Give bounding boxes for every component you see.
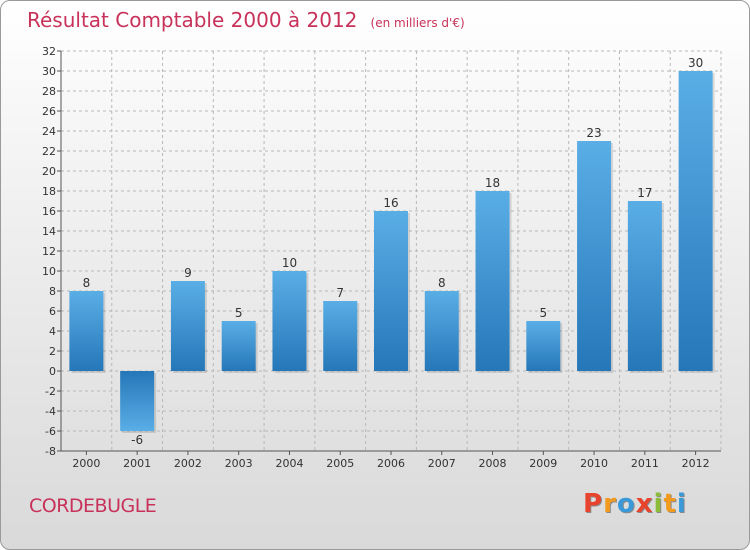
y-tick-label: 10 [42, 265, 56, 278]
bar-2004 [272, 271, 307, 371]
y-tick-label: 24 [42, 125, 56, 138]
proxiti-logo: Proxiti [583, 489, 687, 519]
logo-letter: i [676, 489, 687, 519]
logo-letter: i [653, 489, 664, 519]
chart-title-text: Résultat Comptable 2000 à 2012 [27, 8, 358, 32]
x-tick-label-2005: 2005 [326, 457, 354, 470]
value-label-2002: 9 [184, 266, 192, 280]
y-tick-label: 8 [49, 285, 56, 298]
axes: -8-6-4-202468101214161820222426283032200… [42, 45, 721, 470]
x-tick-label-2004: 2004 [275, 457, 303, 470]
x-tick-label-2006: 2006 [377, 457, 405, 470]
logo-letter: P [583, 489, 604, 519]
y-tick-label: 30 [42, 65, 56, 78]
x-tick-label-2007: 2007 [428, 457, 456, 470]
y-tick-label: -6 [45, 425, 56, 438]
x-tick-label-2002: 2002 [174, 457, 202, 470]
y-tick-label: 6 [49, 305, 56, 318]
logo-letter: t [663, 489, 677, 519]
bar-2008 [475, 191, 510, 371]
y-tick-label: 14 [42, 225, 56, 238]
y-tick-label: 26 [42, 105, 56, 118]
commune-name: CORDEBUGLE [29, 495, 157, 517]
y-tick-label: -4 [45, 405, 56, 418]
y-tick-label: 4 [49, 325, 56, 338]
value-label-2008: 18 [485, 176, 500, 190]
bar-2007 [424, 291, 459, 371]
bar-2003 [221, 321, 256, 371]
x-tick-label-2009: 2009 [529, 457, 557, 470]
y-tick-label: 16 [42, 205, 56, 218]
y-tick-label: 28 [42, 85, 56, 98]
bar-2009 [526, 321, 561, 371]
y-tick-label: 18 [42, 185, 56, 198]
logo-letter: r [603, 489, 617, 519]
bar-2002 [170, 281, 205, 371]
value-label-2011: 17 [637, 186, 652, 200]
x-tick-label-2001: 2001 [123, 457, 151, 470]
bar-2000 [69, 291, 104, 371]
value-label-2006: 16 [383, 196, 398, 210]
bar-2006 [374, 211, 408, 371]
x-tick-label-2012: 2012 [682, 457, 710, 470]
bar-2012 [678, 71, 713, 371]
x-tick-label-2011: 2011 [631, 457, 659, 470]
x-tick-label-2010: 2010 [580, 457, 608, 470]
y-tick-label: 12 [42, 245, 56, 258]
value-label-2009: 5 [539, 306, 547, 320]
y-tick-label: -8 [45, 445, 56, 458]
x-tick-label-2008: 2008 [479, 457, 507, 470]
y-tick-label: 2 [49, 345, 56, 358]
value-label-2010: 23 [586, 126, 601, 140]
y-tick-label: 32 [42, 45, 56, 58]
logo-letter: x [635, 489, 654, 519]
bar-2005 [323, 301, 358, 371]
x-tick-label-2000: 2000 [72, 457, 100, 470]
y-tick-label: 0 [49, 365, 56, 378]
bar-2010 [577, 141, 612, 371]
value-label-2000: 8 [83, 276, 91, 290]
chart-title: Résultat Comptable 2000 à 2012 (en milli… [27, 8, 465, 32]
bars [69, 71, 715, 433]
value-label-2012: 30 [688, 56, 703, 70]
chart-subtitle: (en milliers d'€) [370, 16, 465, 30]
logo-letter: o [616, 489, 636, 519]
value-labels: 8 -6 9 5 10 7 16 8 18 5 23 17 30 [83, 56, 704, 447]
y-tick-label: -2 [45, 385, 56, 398]
x-tick-label-2003: 2003 [225, 457, 253, 470]
value-label-2003: 5 [235, 306, 243, 320]
bar-2011 [627, 201, 662, 371]
y-tick-label: 22 [42, 145, 56, 158]
value-label-2001: -6 [131, 433, 143, 447]
value-label-2007: 8 [438, 276, 446, 290]
bar-2001 [120, 371, 155, 431]
value-label-2004: 10 [282, 256, 297, 270]
value-label-2005: 7 [336, 286, 344, 300]
y-tick-label: 20 [42, 165, 56, 178]
